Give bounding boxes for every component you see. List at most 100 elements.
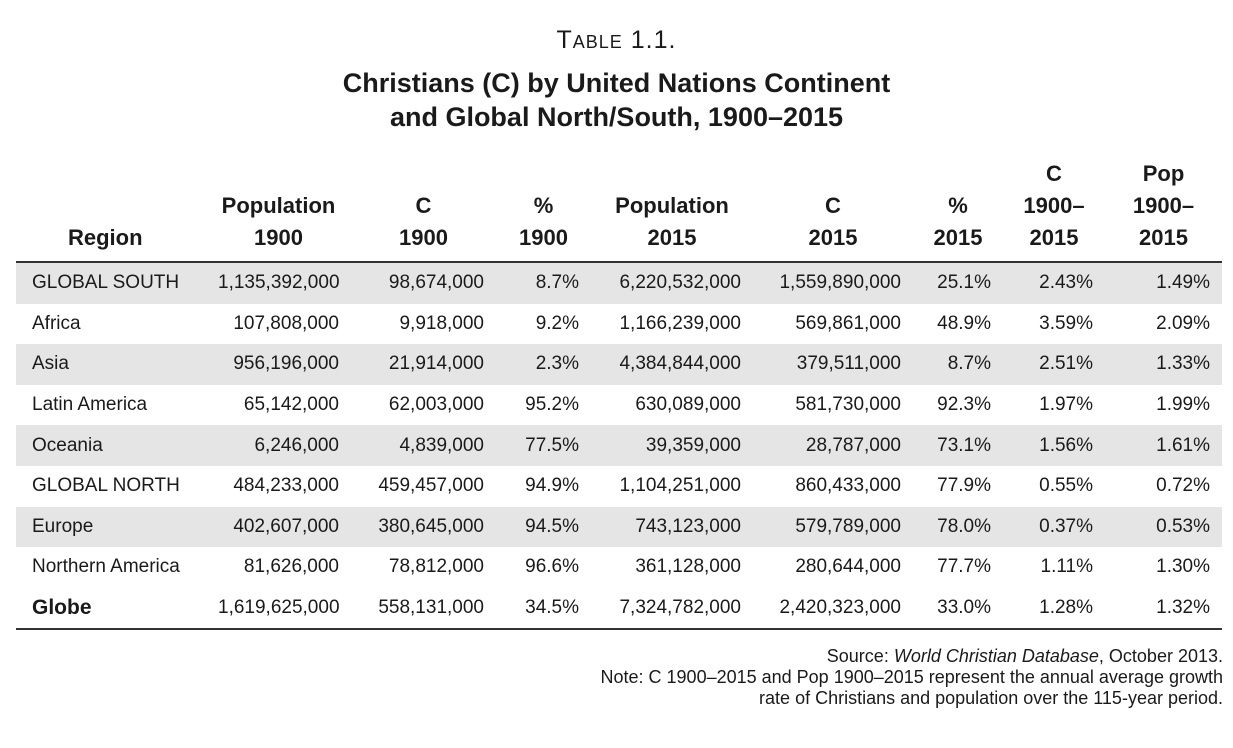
value-cell: 2,420,323,000 — [779, 597, 901, 619]
value-cell: 34.5% — [525, 597, 579, 619]
value-cell: 2.51% — [1039, 353, 1093, 375]
value-cell: 8.7% — [535, 272, 579, 294]
column-header: % 1900 — [496, 158, 591, 262]
column-header-line: 1900– — [1023, 193, 1085, 218]
value-cell: 1.49% — [1156, 272, 1210, 294]
value-cell: 2.43% — [1039, 272, 1093, 294]
source-suffix: , October 2013. — [1098, 646, 1223, 666]
value-cell: 579,789,000 — [795, 515, 901, 537]
table-notes: Source: World Christian Database, Octobe… — [503, 646, 1223, 709]
region-cell: GLOBAL SOUTH — [32, 272, 180, 294]
value-cell: 1,135,392,000 — [218, 272, 340, 294]
value-cell: 2.09% — [1156, 312, 1210, 334]
column-header: Population 1900 — [206, 158, 351, 262]
value-cell: 1,104,251,000 — [619, 475, 741, 497]
value-cell: 459,457,000 — [378, 475, 484, 497]
value-cell: 62,003,000 — [388, 394, 484, 416]
value-cell: 21,914,000 — [388, 353, 484, 375]
value-cell: 73.1% — [937, 434, 991, 456]
value-cell: 280,644,000 — [795, 556, 901, 578]
table-row: Oceania 6,246,000 4,839,000 77.5% 39,359,000… — [16, 425, 1222, 466]
value-cell: 78.0% — [937, 515, 991, 537]
source-line: Source: World Christian Database, Octobe… — [503, 646, 1223, 667]
table-row: Africa 107,808,000 9,918,000 9.2% 1,166,239,… — [16, 304, 1222, 345]
column-header-line: 2015 — [808, 225, 858, 250]
value-cell: 7,324,782,000 — [619, 597, 741, 619]
value-cell: 8.7% — [947, 353, 991, 375]
column-header-line: C — [1046, 161, 1062, 186]
value-cell: 65,142,000 — [243, 394, 339, 416]
value-cell: 581,730,000 — [795, 394, 901, 416]
value-cell: 0.37% — [1039, 515, 1093, 537]
value-cell: 107,808,000 — [233, 312, 339, 334]
table-row: Latin America 65,142,000 62,003,000 95.2% 63… — [16, 385, 1222, 426]
column-header-line: 1900 — [254, 225, 303, 250]
value-cell: 569,861,000 — [795, 312, 901, 334]
value-cell: 94.5% — [525, 515, 579, 537]
table-title: Christians (C) by United Nations Contine… — [0, 66, 1233, 134]
table-row: Europe 402,607,000 380,645,000 94.5% 743,123… — [16, 506, 1222, 548]
value-cell: 6,220,532,000 — [619, 272, 741, 294]
value-cell: 1.61% — [1156, 434, 1210, 456]
value-cell: 48.9% — [937, 312, 991, 334]
value-cell: 9.2% — [535, 312, 579, 334]
value-cell: 380,645,000 — [378, 515, 484, 537]
column-header: % 2015 — [913, 158, 1003, 262]
value-cell: 1.99% — [1156, 394, 1210, 416]
value-cell: 1,619,625,000 — [218, 597, 340, 619]
table-row: Globe 1,619,625,000 558,131,000 34.5% 7,324,… — [16, 587, 1222, 630]
column-header-line: Region — [68, 225, 143, 250]
data-table: Region Population 1900 C 1900% 1900 Population… — [16, 158, 1222, 630]
column-header-line: Population — [615, 193, 729, 218]
source-title: World Christian Database — [893, 646, 1099, 666]
column-header: C 1900– 2015 — [1003, 158, 1105, 262]
value-cell: 33.0% — [937, 597, 991, 619]
value-cell: 1.97% — [1039, 394, 1093, 416]
value-cell: 0.55% — [1039, 475, 1093, 497]
value-cell: 860,433,000 — [795, 475, 901, 497]
value-cell: 558,131,000 — [378, 597, 484, 619]
value-cell: 9,918,000 — [399, 312, 484, 334]
value-cell: 1,559,890,000 — [779, 272, 901, 294]
column-header-line: % — [948, 193, 968, 218]
value-cell: 96.6% — [525, 556, 579, 578]
column-header: Region — [16, 158, 206, 262]
column-header-line: 1900 — [519, 225, 568, 250]
column-header-line: 2015 — [1029, 225, 1079, 250]
column-header-line: 2015 — [933, 225, 983, 250]
title-line-2: and Global North/South, 1900–2015 — [389, 102, 844, 132]
column-header-line: C — [825, 193, 841, 218]
value-cell: 402,607,000 — [233, 515, 339, 537]
title-line-1: Christians (C) by United Nations Contine… — [342, 68, 891, 98]
value-cell: 0.53% — [1156, 515, 1210, 537]
value-cell: 78,812,000 — [388, 556, 484, 578]
value-cell: 361,128,000 — [635, 556, 741, 578]
value-cell: 484,233,000 — [233, 475, 339, 497]
region-cell: GLOBAL NORTH — [32, 475, 180, 497]
region-cell: Latin America — [32, 394, 148, 416]
table-row: Northern America 81,626,000 78,812,000 96.6… — [16, 547, 1222, 588]
value-cell: 379,511,000 — [796, 353, 901, 375]
table-row: GLOBAL NORTH 484,233,000 459,457,000 94.9% 1… — [16, 466, 1222, 507]
column-header: Population 2015 — [591, 158, 753, 262]
column-header-line: 1900 — [399, 225, 448, 250]
column-header-line: 2015 — [1139, 225, 1188, 250]
value-cell: 6,246,000 — [254, 434, 339, 456]
value-cell: 77.9% — [937, 475, 991, 497]
value-cell: 1.28% — [1039, 597, 1093, 619]
value-cell: 1.32% — [1156, 597, 1210, 619]
column-header-line: Population — [221, 193, 336, 218]
value-cell: 630,089,000 — [635, 394, 741, 416]
value-cell: 4,384,844,000 — [619, 353, 741, 375]
column-header-line: C — [415, 193, 432, 218]
note-line-2: rate of Christians and population over t… — [759, 688, 1223, 708]
region-cell: Europe — [32, 515, 94, 537]
region-cell: Africa — [32, 312, 81, 334]
value-cell: 1.30% — [1156, 556, 1210, 578]
value-cell: 77.5% — [525, 434, 579, 456]
column-header: Pop 1900– 2015 — [1105, 158, 1222, 262]
value-cell: 0.72% — [1156, 475, 1210, 497]
column-header: C 1900 — [351, 158, 496, 262]
header-row: Region Population 1900 C 1900% 1900 Population… — [16, 158, 1222, 262]
value-cell: 1.33% — [1156, 353, 1210, 375]
